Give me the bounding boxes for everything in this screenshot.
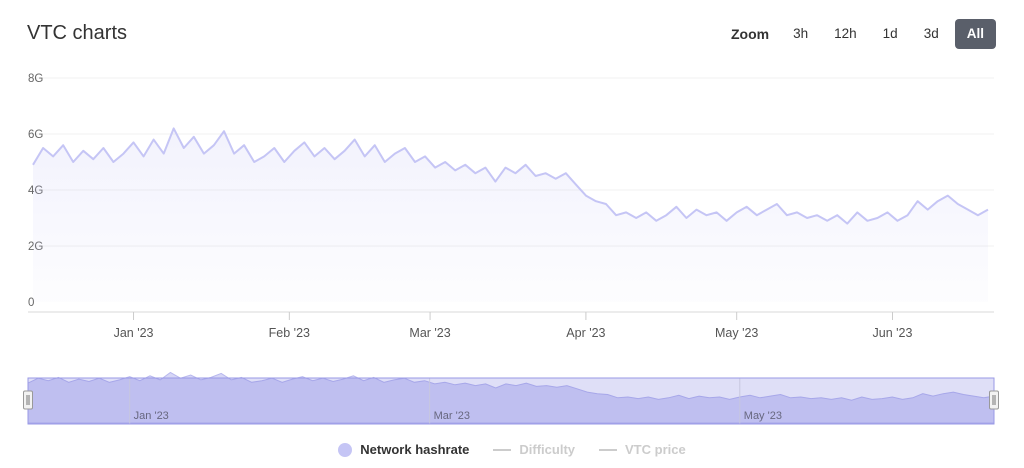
legend-item-vtc-price[interactable]: VTC price: [599, 442, 686, 457]
navigator-area: [27, 371, 995, 424]
y-tick-label: 8G: [28, 73, 43, 85]
zoom-selector: Zoom 3h 12h 1d 3d All: [731, 19, 996, 49]
legend-label: VTC price: [625, 442, 686, 457]
y-tick-label: 0: [28, 297, 34, 309]
legend: Network hashrate Difficulty VTC price: [0, 442, 1024, 457]
x-tick-label: Mar '23: [409, 326, 450, 340]
chart-title: VTC charts: [27, 22, 128, 44]
navigator-tick-label: Jan '23: [134, 410, 169, 422]
navigator[interactable]: Jan '23 Mar '23 May '23: [23, 371, 999, 425]
zoom-1d-button[interactable]: 1d: [882, 26, 898, 41]
zoom-3d-button[interactable]: 3d: [923, 26, 939, 41]
legend-label: Network hashrate: [360, 442, 470, 457]
hashrate-area: [33, 128, 988, 302]
navigator-selection[interactable]: [27, 377, 995, 425]
zoom-12h-button[interactable]: 12h: [834, 26, 857, 41]
x-tick-label: Jun '23: [873, 326, 913, 340]
x-tick-label: Jan '23: [114, 326, 154, 340]
navigator-right-handle[interactable]: [989, 390, 999, 410]
navigator-left-handle[interactable]: [23, 390, 33, 410]
legend-item-difficulty[interactable]: Difficulty: [493, 442, 575, 457]
legend-label: Difficulty: [519, 442, 576, 457]
navigator-ticks: Jan '23 Mar '23 May '23: [129, 378, 782, 424]
x-axis: Jan '23 Feb '23 Mar '23 Apr '23 May '23 Jun '…: [114, 312, 913, 340]
legend-marker-circle: [338, 442, 353, 457]
zoom-all-button[interactable]: All: [954, 19, 996, 49]
legend-item-network-hashrate[interactable]: Network hashrate: [338, 442, 469, 457]
navigator-tick-label: May '23: [744, 410, 782, 422]
legend-marker-line: [599, 448, 618, 451]
zoom-3h-button[interactable]: 3h: [793, 26, 809, 41]
x-tick-label: Feb '23: [269, 326, 310, 340]
navigator-tick-label: Mar '23: [434, 410, 470, 422]
legend-marker-line: [493, 448, 512, 451]
x-tick-label: Apr '23: [566, 326, 605, 340]
zoom-label: Zoom: [731, 26, 770, 42]
x-tick-label: May '23: [715, 326, 758, 340]
hashrate-line: [32, 127, 989, 225]
y-tick-label: 6G: [28, 129, 43, 141]
